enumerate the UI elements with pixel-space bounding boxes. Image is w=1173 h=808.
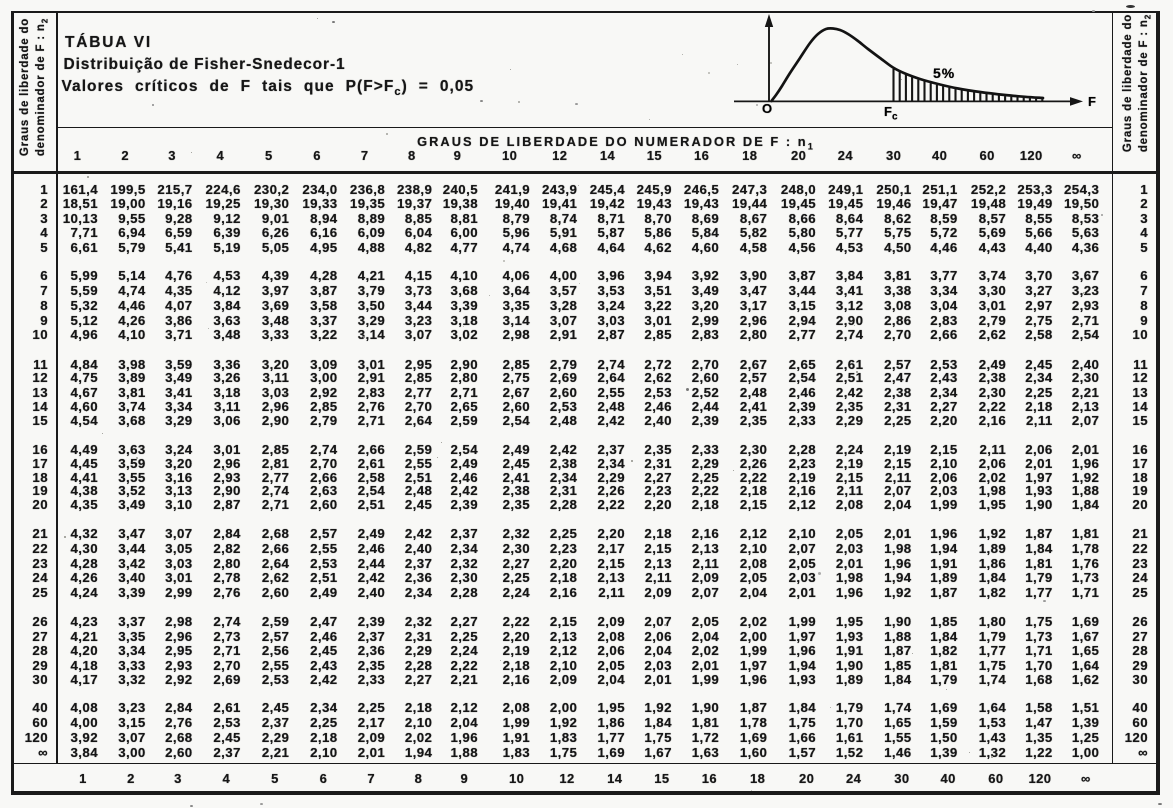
svg-text:5%: 5% bbox=[933, 65, 955, 81]
svg-text:O: O bbox=[762, 101, 772, 116]
svg-text:F: F bbox=[1088, 94, 1096, 109]
svg-text:Fc: Fc bbox=[884, 104, 898, 123]
